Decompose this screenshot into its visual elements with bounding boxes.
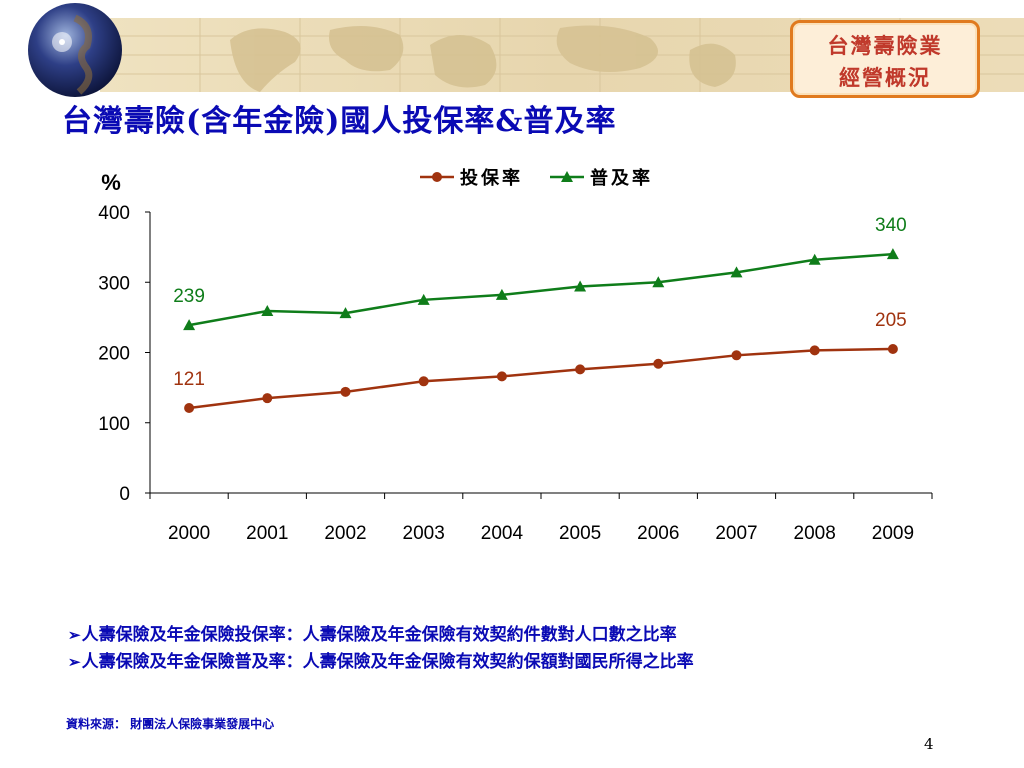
data-point — [495, 288, 508, 300]
definition-note-2: ➢人壽保險及年金保險普及率：人壽保險及年金保險有效契約保額對國民所得之比率 — [68, 647, 694, 672]
data-label: 340 — [875, 215, 907, 236]
data-label: 239 — [173, 286, 205, 307]
legend-marker — [432, 172, 442, 182]
data-point — [730, 266, 743, 278]
note-text: 人壽保險及年金保險投保率：人壽保險及年金保險有效契約件數對人口數之比率 — [81, 625, 677, 645]
badge-line-1: 台灣壽險業 — [827, 33, 943, 58]
y-tick-label: 300 — [98, 273, 130, 294]
x-tick-label: 2003 — [403, 523, 445, 544]
legend-marker — [561, 171, 573, 182]
badge-line-2: 經營概況 — [839, 65, 931, 90]
data-point — [184, 402, 195, 413]
x-tick-label: 2008 — [794, 523, 836, 544]
data-point — [418, 376, 429, 387]
data-point — [261, 305, 274, 317]
line-chart: 0 100 200 300 400 2000 2001 2002 2003 2004 2005 200… — [98, 167, 933, 544]
page-number: 4 — [924, 735, 934, 753]
legend-label: 普及率 — [590, 167, 653, 189]
section-badge: 台灣壽險業 經營概況 — [790, 20, 980, 98]
data-point — [575, 364, 586, 375]
x-tick-label: 2007 — [715, 523, 757, 544]
definition-note-1: ➢人壽保險及年金保險投保率：人壽保險及年金保險有效契約件數對人口數之比率 — [68, 620, 677, 645]
data-point — [417, 293, 430, 305]
data-point — [886, 248, 899, 260]
bullet-arrow-icon: ➢ — [68, 626, 81, 644]
slide-title: 台灣壽險(含年金險)國人投保率&普及率 — [62, 104, 617, 139]
data-point — [653, 358, 664, 369]
x-tick-label: 2006 — [637, 523, 679, 544]
bullet-arrow-icon: ➢ — [68, 653, 81, 671]
data-point — [652, 276, 665, 288]
data-point — [339, 307, 352, 319]
x-tick-label: 2009 — [872, 523, 914, 544]
data-label: 205 — [875, 310, 907, 331]
data-point — [496, 371, 507, 382]
data-point — [887, 343, 898, 354]
series-line-2 — [188, 252, 893, 327]
series-line-1 — [188, 347, 893, 410]
data-point — [340, 386, 351, 397]
y-tick-label: 0 — [119, 484, 130, 505]
globe-icon — [28, 3, 122, 97]
source-citation: 資料來源： 財團法人保險事業發展中心 — [66, 717, 275, 731]
y-tick-label: 400 — [98, 203, 130, 224]
data-point — [808, 253, 821, 265]
legend-label: 投保率 — [460, 167, 523, 189]
x-tick-label: 2001 — [246, 523, 288, 544]
data-point — [809, 345, 820, 356]
y-axis-label: % — [101, 170, 121, 195]
x-tick-label: 2004 — [481, 523, 524, 544]
note-text: 人壽保險及年金保險普及率：人壽保險及年金保險有效契約保額對國民所得之比率 — [81, 652, 694, 672]
x-tick-label: 2002 — [324, 523, 366, 544]
data-point — [183, 319, 196, 331]
x-tick-label: 2000 — [168, 523, 210, 544]
data-point — [574, 280, 587, 292]
y-tick-label: 200 — [98, 344, 130, 365]
y-tick-label: 100 — [98, 414, 130, 435]
x-tick-label: 2005 — [559, 523, 601, 544]
data-label: 121 — [173, 369, 205, 390]
data-point — [731, 350, 742, 361]
data-point — [262, 393, 273, 404]
